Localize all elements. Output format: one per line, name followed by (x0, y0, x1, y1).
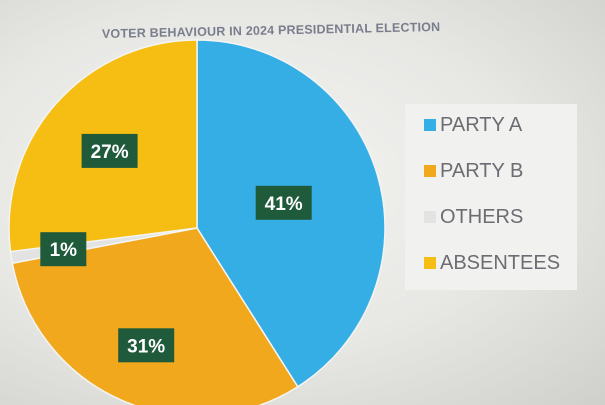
legend-label: ABSENTEES (440, 252, 560, 274)
legend-swatch (424, 119, 436, 131)
data-label-box (81, 133, 138, 168)
chart-title: VOTER BEHAVIOUR IN 2024 PRESIDENTIAL ELE… (102, 20, 441, 41)
data-label-text: 1% (50, 240, 78, 261)
legend-item-party-b: PARTY B (424, 160, 523, 182)
data-label-text: 31% (127, 336, 165, 357)
legend-item-party-a: PARTY A (424, 114, 523, 136)
legend-swatch (424, 211, 436, 223)
data-label-party-b: 31% (118, 328, 175, 363)
legend-label: PARTY A (440, 114, 523, 136)
legend-swatch (424, 257, 436, 269)
pie-slice-party-b (11, 227, 299, 405)
data-label-text: 41% (265, 194, 303, 215)
data-label-box (255, 185, 312, 220)
legend-item-absentees: ABSENTEES (424, 252, 560, 274)
data-labels: 41% 31% 1% 27% (40, 133, 312, 363)
data-label-box (118, 328, 175, 363)
data-label-others: 1% (40, 232, 87, 267)
data-label-box (40, 232, 87, 267)
legend-label: OTHERS (440, 206, 523, 228)
legend-item-others: OTHERS (424, 206, 523, 228)
legend: PARTY A PARTY B OTHERS ABSENTEES (424, 114, 560, 274)
legend-swatch (424, 165, 436, 177)
data-label-text: 27% (91, 142, 129, 163)
data-label-absentees: 27% (81, 133, 138, 168)
legend-label: PARTY B (440, 160, 523, 182)
pie-slices (8, 39, 386, 405)
data-label-party-a: 41% (255, 185, 312, 220)
